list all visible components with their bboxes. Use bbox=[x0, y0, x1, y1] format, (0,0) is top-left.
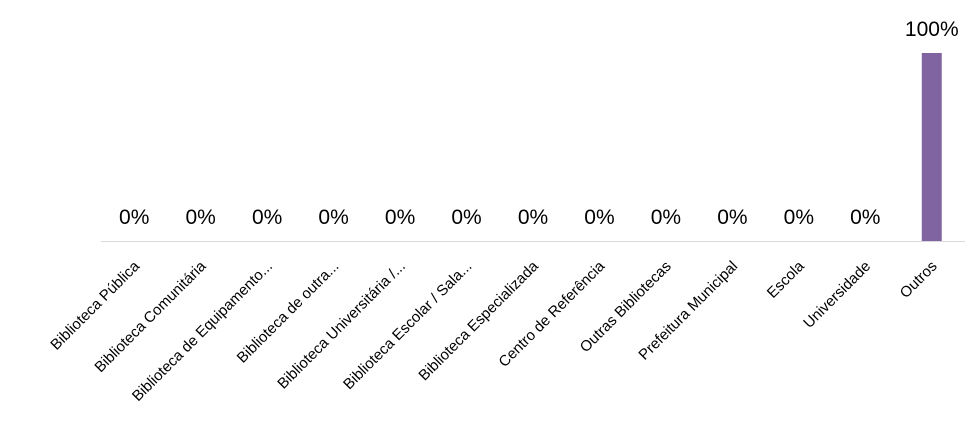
bar-13 bbox=[921, 53, 942, 241]
data-label-12: 0% bbox=[850, 206, 880, 229]
category-label-12: Universidade bbox=[800, 258, 874, 332]
data-label-7: 0% bbox=[518, 206, 548, 229]
bars-group bbox=[921, 53, 942, 241]
data-label-6: 0% bbox=[451, 206, 481, 229]
category-label-3: Biblioteca de Equipamento... bbox=[129, 258, 276, 405]
data-label-11: 0% bbox=[784, 206, 814, 229]
category-label-7: Biblioteca Especializada bbox=[415, 257, 542, 384]
data-labels-group: 0% 0% 0% 0% 0% 0% 0% 0% 0% 0% 0% 0% 100% bbox=[119, 18, 959, 229]
data-label-8: 0% bbox=[584, 206, 614, 229]
data-label-2: 0% bbox=[186, 206, 216, 229]
data-label-4: 0% bbox=[318, 206, 348, 229]
category-label-2: Biblioteca Comunitária bbox=[91, 257, 210, 376]
category-label-11: Escola bbox=[764, 257, 808, 301]
data-label-5: 0% bbox=[385, 206, 415, 229]
category-label-5: Biblioteca Universitária /... bbox=[274, 258, 409, 393]
category-label-13: Outros bbox=[897, 258, 941, 302]
category-label-6: Biblioteca Escolar / Sala... bbox=[340, 258, 475, 393]
data-label-9: 0% bbox=[651, 206, 681, 229]
data-label-10: 0% bbox=[717, 206, 747, 229]
data-label-3: 0% bbox=[252, 206, 282, 229]
data-label-1: 0% bbox=[119, 206, 149, 229]
data-label-13: 100% bbox=[905, 18, 959, 41]
